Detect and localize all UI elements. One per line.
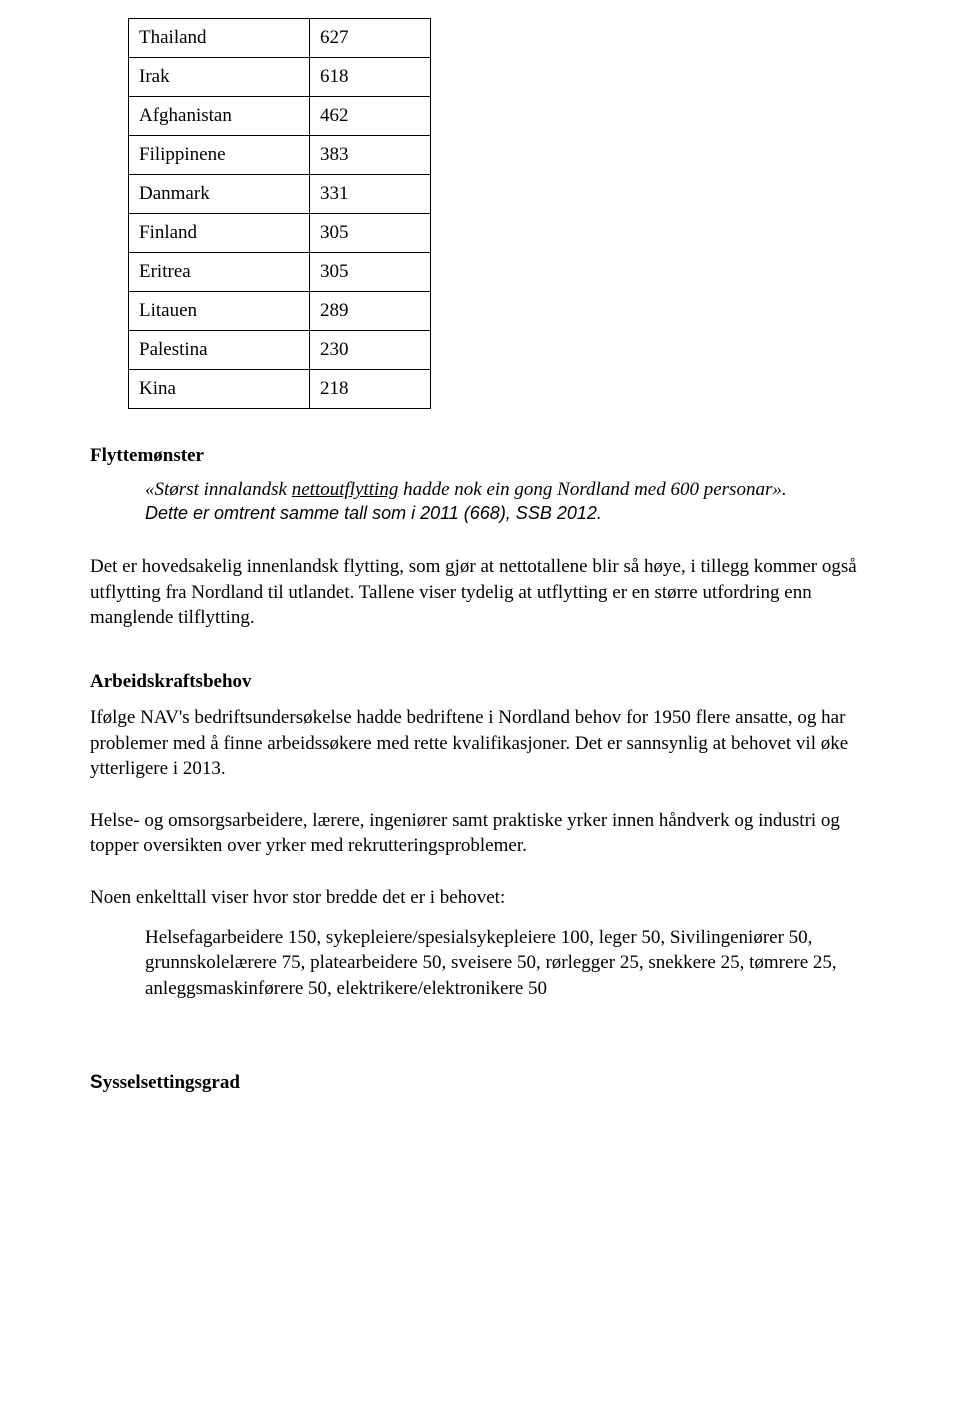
country-cell: Palestina [129, 331, 310, 370]
value-cell: 618 [310, 58, 431, 97]
table-row: Danmark331 [129, 175, 431, 214]
table-row: Eritrea305 [129, 253, 431, 292]
quote-suffix: hadde nok ein gong Nordland med 600 pers… [398, 479, 786, 500]
table-row: Filippinene383 [129, 136, 431, 175]
country-table: Thailand627Irak618Afghanistan462Filippin… [128, 18, 431, 409]
heading-flyttemonster: Flyttemønster [90, 445, 870, 467]
value-cell: 230 [310, 331, 431, 370]
table-row: Litauen289 [129, 292, 431, 331]
value-cell: 289 [310, 292, 431, 331]
paragraph-1: Det er hovedsakelig innenlandsk flytting… [90, 554, 870, 631]
table-row: Finland305 [129, 214, 431, 253]
value-cell: 383 [310, 136, 431, 175]
country-cell: Filippinene [129, 136, 310, 175]
value-cell: 462 [310, 97, 431, 136]
quote-line2: Dette er omtrent samme tall som i 2011 (… [145, 503, 870, 524]
country-cell: Irak [129, 58, 310, 97]
table-row: Kina218 [129, 370, 431, 409]
table-row: Palestina230 [129, 331, 431, 370]
quote-block: «Størst innalandsk nettoutflytting hadde… [145, 479, 870, 524]
heading-sysselsettingsgrad-s: S [90, 1072, 103, 1093]
table-row: Irak618 [129, 58, 431, 97]
country-cell: Kina [129, 370, 310, 409]
value-cell: 331 [310, 175, 431, 214]
table-row: Thailand627 [129, 19, 431, 58]
country-cell: Litauen [129, 292, 310, 331]
heading-sysselsettingsgrad: Sysselsettingsgrad [90, 1072, 870, 1094]
table-row: Afghanistan462 [129, 97, 431, 136]
heading-arbeidskraftsbehov: Arbeidskraftsbehov [90, 671, 870, 693]
country-cell: Eritrea [129, 253, 310, 292]
paragraph-3: Helse- og omsorgsarbeidere, lærere, inge… [90, 808, 870, 859]
indented-list: Helsefagarbeidere 150, sykepleiere/spesi… [145, 925, 870, 1002]
country-cell: Thailand [129, 19, 310, 58]
value-cell: 218 [310, 370, 431, 409]
country-cell: Finland [129, 214, 310, 253]
quote-underlined: nettoutflytting [292, 479, 399, 500]
heading-sysselsettingsgrad-rest: ysselsettingsgrad [103, 1072, 240, 1093]
paragraph-4: Noen enkelttall viser hvor stor bredde d… [90, 885, 870, 911]
value-cell: 305 [310, 253, 431, 292]
country-cell: Danmark [129, 175, 310, 214]
country-cell: Afghanistan [129, 97, 310, 136]
value-cell: 305 [310, 214, 431, 253]
quote-prefix: «Størst innalandsk [145, 479, 292, 500]
paragraph-2: Ifølge NAV's bedriftsundersøkelse hadde … [90, 705, 870, 782]
value-cell: 627 [310, 19, 431, 58]
